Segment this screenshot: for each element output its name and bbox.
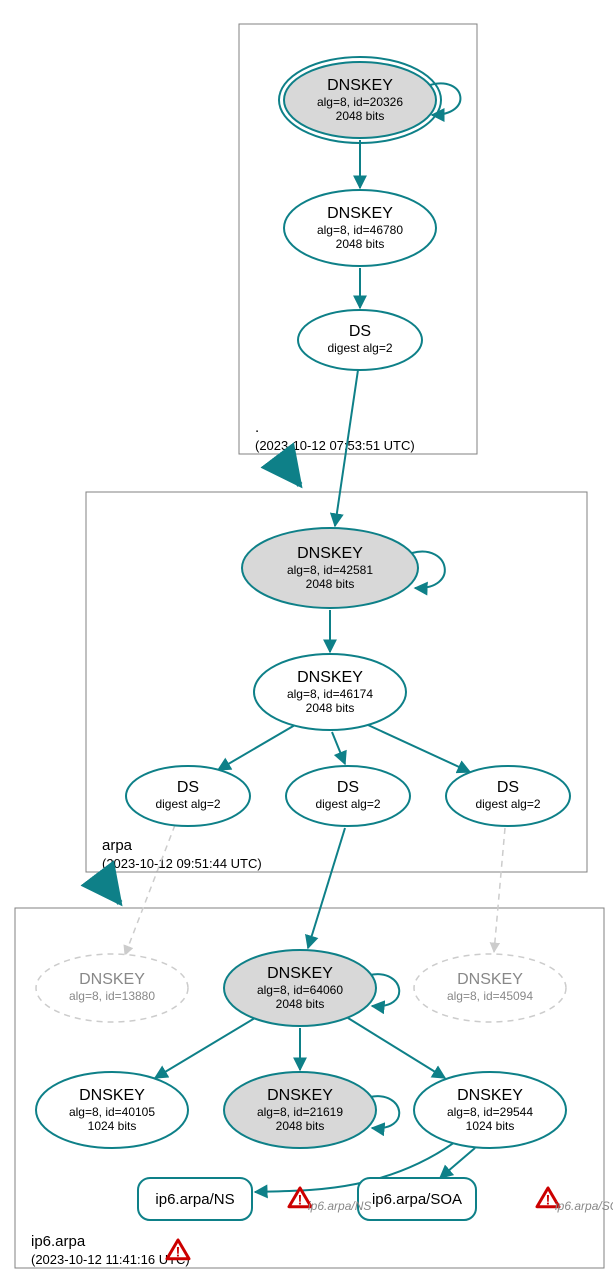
- zone-timestamp: (2023-10-12 09:51:44 UTC): [102, 856, 262, 871]
- node-sub: alg=8, id=46780: [317, 223, 403, 237]
- dnssec-diagram: . (2023-10-12 07:53:51 UTC) arpa (2023-10-1…: [0, 0, 613, 1282]
- node-n2: DNSKEYalg=8, id=467802048 bits: [284, 190, 436, 266]
- node-sub: digest alg=2: [475, 797, 540, 811]
- node-sub: alg=8, id=64060: [257, 983, 343, 997]
- node-sub: alg=8, id=40105: [69, 1105, 155, 1119]
- node-n3: DSdigest alg=2: [298, 310, 422, 370]
- node-title: DNSKEY: [457, 971, 523, 988]
- node-n10: DNSKEYalg=8, id=640602048 bits: [224, 950, 376, 1026]
- node-title: DNSKEY: [267, 965, 333, 982]
- edge: [155, 1018, 255, 1078]
- node-sub: alg=8, id=29544: [447, 1105, 533, 1119]
- zone-name: .: [255, 419, 259, 436]
- node-sub: alg=8, id=21619: [257, 1105, 343, 1119]
- node-sub: 2048 bits: [336, 237, 385, 251]
- node-sub: alg=8, id=42581: [287, 563, 373, 577]
- node-n16: ip6.arpa/SOA: [358, 1178, 476, 1220]
- node-sub: digest alg=2: [327, 341, 392, 355]
- node-title: DNSKEY: [457, 1087, 523, 1104]
- node-n1: DNSKEYalg=8, id=203262048 bits: [279, 57, 441, 143]
- edge: [332, 732, 345, 764]
- node-n14: DNSKEYalg=8, id=295441024 bits: [414, 1072, 566, 1148]
- node-n11: DNSKEYalg=8, id=45094: [414, 954, 566, 1022]
- node-n8: DSdigest alg=2: [446, 766, 570, 826]
- zone-name: ip6.arpa: [31, 1233, 86, 1250]
- edge: [308, 828, 345, 948]
- warning-label: ip6.arpa/NS: [308, 1199, 371, 1213]
- svg-text:!: !: [546, 1192, 551, 1208]
- node-n5: DNSKEYalg=8, id=461742048 bits: [254, 654, 406, 730]
- node-sub: 2048 bits: [276, 1119, 325, 1133]
- node-sub: alg=8, id=13880: [69, 989, 155, 1003]
- node-n9: DNSKEYalg=8, id=13880: [36, 954, 188, 1022]
- node-n4: DNSKEYalg=8, id=425812048 bits: [242, 528, 418, 608]
- node-n12: DNSKEYalg=8, id=401051024 bits: [36, 1072, 188, 1148]
- node-sub: 2048 bits: [276, 997, 325, 1011]
- edge: [348, 1018, 445, 1078]
- node-n7: DSdigest alg=2: [286, 766, 410, 826]
- edge: [98, 874, 120, 903]
- svg-text:!: !: [176, 1244, 181, 1260]
- node-title: DNSKEY: [267, 1087, 333, 1104]
- edge: [218, 725, 295, 770]
- node-title: DNSKEY: [79, 971, 145, 988]
- node-title: DNSKEY: [297, 545, 363, 562]
- edge: [278, 456, 300, 485]
- node-title: DS: [177, 779, 199, 796]
- node-label: ip6.arpa/NS: [155, 1191, 234, 1208]
- zone-timestamp: (2023-10-12 07:53:51 UTC): [255, 438, 415, 453]
- node-sub: 2048 bits: [306, 701, 355, 715]
- node-title: DS: [349, 323, 371, 340]
- node-sub: digest alg=2: [315, 797, 380, 811]
- warning-icon: ! ip6.arpa/SOA: [537, 1188, 613, 1213]
- node-sub: 2048 bits: [336, 109, 385, 123]
- node-title: DNSKEY: [297, 669, 363, 686]
- node-n13: DNSKEYalg=8, id=216192048 bits: [224, 1072, 376, 1148]
- node-title: DS: [497, 779, 519, 796]
- edge: [440, 1148, 475, 1178]
- node-sub: digest alg=2: [155, 797, 220, 811]
- warning-icon: !: [167, 1240, 189, 1260]
- node-title: DS: [337, 779, 359, 796]
- node-sub: alg=8, id=45094: [447, 989, 533, 1003]
- node-title: DNSKEY: [327, 205, 393, 222]
- node-title: DNSKEY: [79, 1087, 145, 1104]
- edge: [368, 725, 470, 772]
- node-n6: DSdigest alg=2: [126, 766, 250, 826]
- edge: [125, 825, 175, 955]
- svg-text:!: !: [298, 1192, 303, 1208]
- node-n15: ip6.arpa/NS: [138, 1178, 252, 1220]
- node-sub: 1024 bits: [466, 1119, 515, 1133]
- edge: [494, 828, 505, 952]
- node-title: DNSKEY: [327, 77, 393, 94]
- node-sub: 2048 bits: [306, 577, 355, 591]
- node-sub: alg=8, id=46174: [287, 687, 373, 701]
- node-sub: 1024 bits: [88, 1119, 137, 1133]
- warning-label: ip6.arpa/SOA: [555, 1199, 613, 1213]
- zone-name: arpa: [102, 837, 133, 854]
- node-label: ip6.arpa/SOA: [372, 1191, 462, 1208]
- node-sub: alg=8, id=20326: [317, 95, 403, 109]
